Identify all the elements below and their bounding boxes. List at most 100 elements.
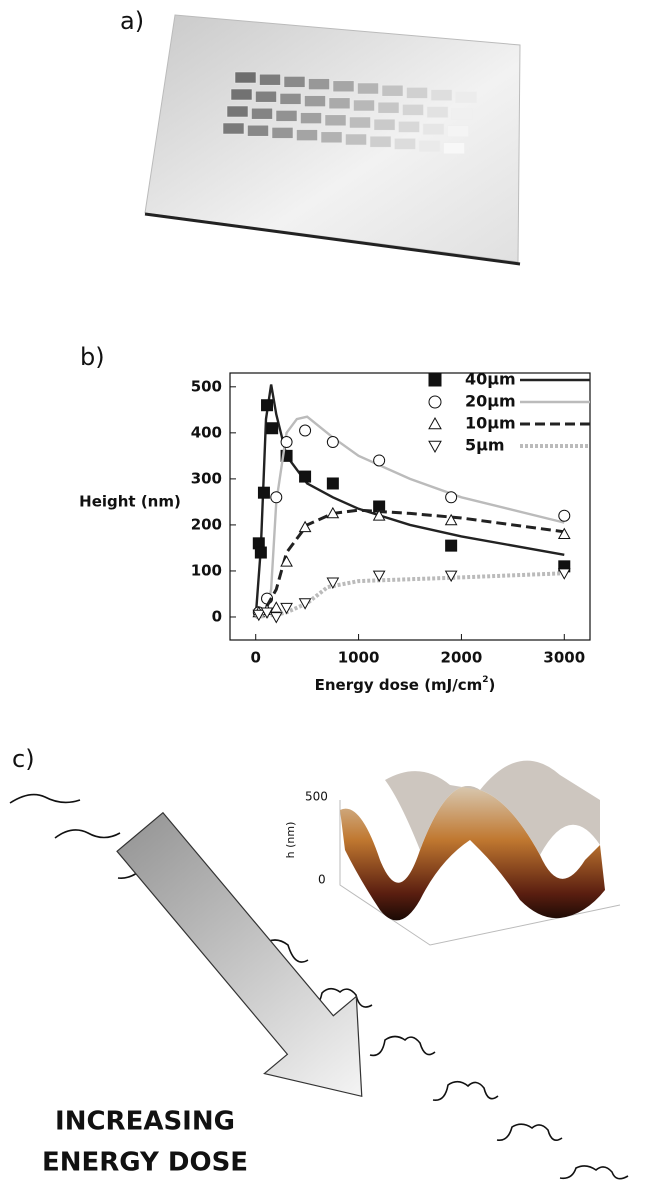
marker	[280, 449, 293, 462]
plate-window	[226, 105, 249, 118]
legend-label: 20µm	[465, 392, 516, 411]
marker	[270, 491, 283, 504]
plate-window	[234, 71, 257, 84]
marker	[260, 607, 274, 619]
marker	[557, 568, 571, 580]
legend-label: 5µm	[465, 436, 505, 455]
plate-window	[430, 89, 453, 101]
marker	[299, 470, 312, 483]
marker	[558, 509, 571, 522]
plate-window	[381, 84, 404, 97]
plate-window	[451, 108, 473, 121]
plate-window	[398, 121, 420, 133]
plate-window	[259, 73, 281, 86]
plate-window	[271, 127, 294, 139]
marker	[299, 424, 312, 437]
marker	[557, 527, 571, 540]
plate-window	[369, 135, 392, 148]
fit-line	[255, 571, 565, 619]
plate-window	[406, 87, 428, 99]
legend-label: 40µm	[465, 370, 516, 389]
marker	[298, 520, 312, 533]
marker	[269, 612, 283, 624]
plate-window	[402, 104, 424, 116]
inset-axis-label: h (nm)	[284, 822, 297, 859]
plate-window	[345, 133, 367, 146]
fit-line	[254, 508, 565, 619]
legend-label: 10µm	[465, 414, 516, 433]
plate-window	[251, 107, 273, 120]
marker	[428, 416, 442, 430]
plate-window	[394, 138, 416, 150]
panel-label: b)	[80, 343, 105, 371]
plate-window	[377, 101, 400, 114]
x-tick-label: 3000	[543, 649, 585, 667]
plate-window	[422, 123, 445, 135]
marker	[252, 609, 266, 622]
y-tick-label: 200	[191, 515, 222, 533]
y-axis-label: Height (nm)	[79, 493, 181, 511]
marker	[373, 454, 386, 467]
fit-line	[255, 415, 565, 619]
plate-window	[255, 90, 277, 103]
x-tick-label: 2000	[441, 649, 483, 667]
marker	[445, 491, 458, 504]
marker	[280, 555, 293, 567]
plate-window	[283, 76, 306, 88]
plate-window	[247, 124, 269, 137]
marker	[326, 506, 340, 519]
plate-window	[296, 129, 318, 141]
plate-window	[443, 142, 465, 155]
panel-label: a)	[120, 7, 144, 35]
marker	[428, 373, 442, 387]
plate-window	[222, 122, 245, 135]
y-tick-label: 100	[191, 561, 222, 579]
y-tick-label: 300	[191, 469, 222, 487]
wave-sketches	[9, 793, 629, 1180]
plate-window	[324, 114, 347, 127]
chart: Height (nm) Energy dose (mJ/cm2) 0 100 200…	[79, 370, 591, 694]
plate-window	[349, 116, 371, 129]
plate-window	[455, 91, 477, 104]
marker	[445, 539, 458, 552]
x-axis-label: Energy dose (mJ/cm2)	[315, 675, 496, 694]
marker	[280, 436, 293, 449]
plate-window	[308, 78, 330, 90]
plate-window	[426, 106, 449, 118]
inset-tick-label: 0	[318, 873, 326, 887]
plate-window	[447, 125, 469, 138]
plot-frame	[229, 372, 591, 641]
marker	[266, 422, 279, 435]
plate-window	[373, 118, 396, 131]
plate-window	[304, 95, 326, 107]
plate-window	[357, 82, 379, 95]
arrow-label: INCREASING	[55, 1107, 235, 1137]
marker	[326, 577, 340, 589]
marker	[428, 440, 442, 454]
plate-window	[328, 97, 351, 110]
plate-window	[300, 112, 322, 124]
fit-line	[254, 384, 565, 618]
marker	[280, 602, 293, 615]
dose-arrow	[116, 811, 363, 1098]
arrow-label: ENERGY DOSE	[42, 1148, 248, 1178]
y-tick-label: 400	[191, 423, 222, 441]
marker	[326, 436, 339, 449]
plate-window	[332, 80, 355, 93]
marker	[257, 486, 270, 499]
marker	[444, 513, 458, 526]
inset-tick-label: 500	[305, 790, 328, 804]
marker	[444, 570, 458, 583]
marker	[326, 477, 339, 490]
x-tick-label: 0	[250, 649, 260, 667]
marker	[269, 601, 283, 613]
marker	[372, 570, 386, 583]
plate-window	[320, 131, 343, 144]
inset-surface: 500 0 h (nm)	[284, 760, 621, 946]
plate-window	[275, 110, 298, 122]
marker	[372, 509, 386, 521]
marker	[298, 598, 312, 610]
y-tick-label: 0	[212, 607, 222, 625]
plate-window	[418, 140, 441, 152]
